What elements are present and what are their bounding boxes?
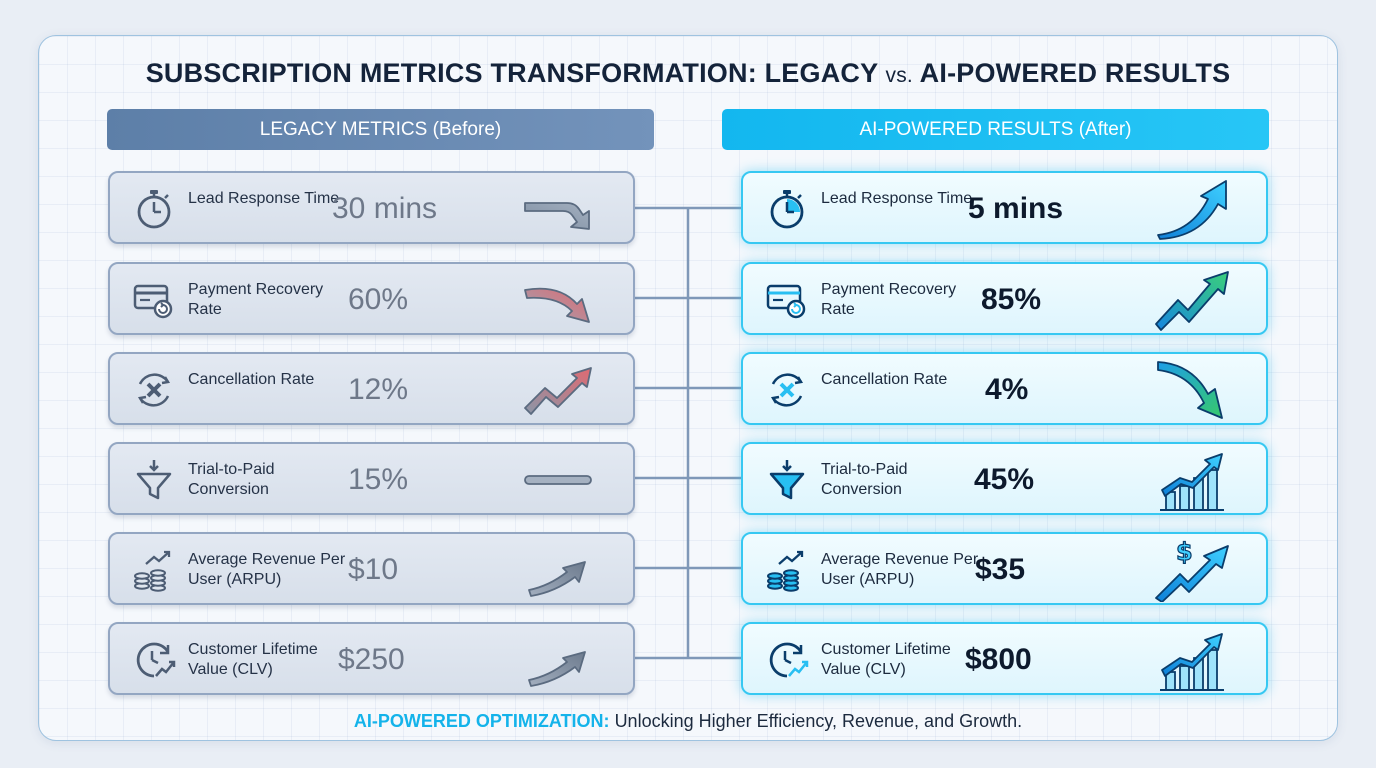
clock-growth-icon <box>765 638 809 682</box>
legacy-metric-card: Average Revenue Per User (ARPU) $10 <box>108 532 635 605</box>
legacy-metric-card: Payment Recovery Rate 60% <box>108 262 635 335</box>
metric-label: Average Revenue Per User (ARPU) <box>188 551 346 588</box>
metric-label: Cancellation Rate <box>188 371 315 388</box>
ai-metric-card: Average Revenue Per User (ARPU) $35 $ <box>741 532 1268 605</box>
metric-value: 45% <box>974 463 1035 496</box>
metric-label: Payment Recovery Rate <box>188 281 324 318</box>
trend-flat-icon <box>519 448 603 512</box>
trend-up-icon <box>1152 268 1236 332</box>
funnel-icon <box>132 458 176 502</box>
funnel-icon <box>765 458 809 502</box>
trend-dollar-up-icon: $ <box>1152 537 1236 603</box>
trend-up-icon <box>1152 177 1236 241</box>
metric-value: $250 <box>338 643 405 676</box>
metric-value: 15% <box>348 463 409 496</box>
legacy-metric-card: Trial-to-Paid Conversion 15% <box>108 442 635 515</box>
ai-metric-card: Lead Response Time 5 mins <box>741 171 1268 244</box>
title-part-1: SUBSCRIPTION METRICS TRANSFORMATION: LEG… <box>145 58 878 88</box>
metric-value: 30 mins <box>332 192 438 225</box>
metric-label: Payment Recovery Rate <box>821 281 957 318</box>
trend-bars-up-icon <box>1152 628 1236 692</box>
trend-slight-up-icon <box>519 538 603 602</box>
legacy-metric-card: Customer Lifetime Value (CLV) $250 <box>108 622 635 695</box>
stopwatch-icon <box>765 187 809 231</box>
card-refund-icon <box>765 278 809 322</box>
footer-text: Unlocking Higher Efficiency, Revenue, an… <box>614 711 1023 731</box>
ai-metric-card: Customer Lifetime Value (CLV) $800 <box>741 622 1268 695</box>
metric-value: $10 <box>348 553 399 586</box>
ai-header: AI-POWERED RESULTS (After) <box>722 109 1269 150</box>
cancel-cycle-icon <box>765 368 809 412</box>
metric-label: Lead Response Time <box>188 190 340 207</box>
trend-up-icon <box>519 358 603 422</box>
legacy-metric-card: Lead Response Time 30 mins <box>108 171 635 244</box>
metric-label: Lead Response Time <box>821 190 973 207</box>
ai-metric-card: Cancellation Rate 4% <box>741 352 1268 425</box>
metric-value: 85% <box>981 283 1042 316</box>
metric-label: Trial-to-Paid Conversion <box>188 461 275 498</box>
trend-down-icon <box>519 268 603 332</box>
metric-label: Customer Lifetime Value (CLV) <box>821 641 951 678</box>
coins-growth-icon <box>765 548 809 592</box>
metric-value: 5 mins <box>968 192 1064 225</box>
cancel-cycle-icon <box>132 368 176 412</box>
metric-value: 4% <box>985 373 1029 406</box>
metric-label: Customer Lifetime Value (CLV) <box>188 641 318 678</box>
svg-text:$: $ <box>1176 538 1193 566</box>
footer-accent: AI-POWERED OPTIMIZATION: <box>353 711 610 731</box>
legacy-metric-card: Cancellation Rate 12% <box>108 352 635 425</box>
trend-down-icon <box>519 177 603 241</box>
metric-value: 60% <box>348 283 409 316</box>
footer-tagline: AI-POWERED OPTIMIZATION: Unlocking Highe… <box>0 711 1376 732</box>
trend-slight-up-icon <box>519 628 603 692</box>
clock-growth-icon <box>132 638 176 682</box>
metric-label: Cancellation Rate <box>821 371 948 388</box>
metric-label: Trial-to-Paid Conversion <box>821 461 908 498</box>
coins-growth-icon <box>132 548 176 592</box>
legacy-header: LEGACY METRICS (Before) <box>107 109 654 150</box>
ai-metric-card: Payment Recovery Rate 85% <box>741 262 1268 335</box>
title-part-2: AI-POWERED RESULTS <box>919 58 1231 88</box>
metric-label: Average Revenue Per User (ARPU) <box>821 551 979 588</box>
card-refund-icon <box>132 278 176 322</box>
metric-value: $35 <box>975 553 1026 586</box>
metric-value: 12% <box>348 373 409 406</box>
trend-down-icon <box>1152 358 1236 422</box>
metric-value: $800 <box>965 643 1032 676</box>
stopwatch-icon <box>132 187 176 231</box>
ai-metric-card: Trial-to-Paid Conversion 45% <box>741 442 1268 515</box>
title-vs: vs. <box>885 64 913 87</box>
page-title: SUBSCRIPTION METRICS TRANSFORMATION: LEG… <box>0 58 1376 89</box>
trend-bars-up-icon <box>1152 448 1236 512</box>
